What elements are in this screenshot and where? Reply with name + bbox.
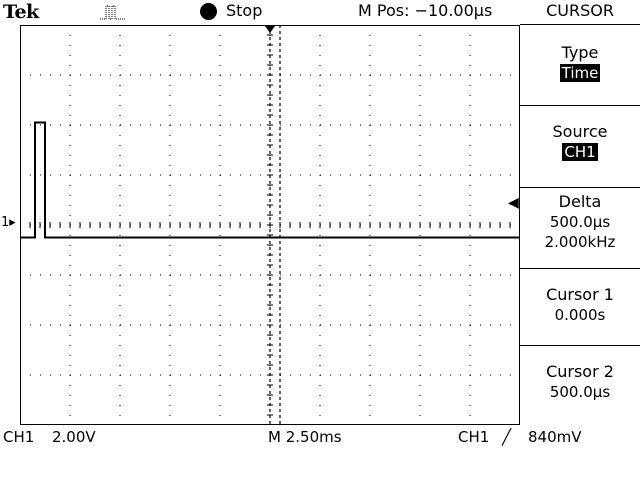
menu-source-label: Source bbox=[552, 122, 608, 141]
channel-label: CH1 bbox=[3, 428, 35, 446]
menu-type-value: Time bbox=[559, 64, 601, 82]
timebase: M 2.50ms bbox=[268, 428, 342, 446]
channel1-ground-marker: 1▸ bbox=[1, 215, 16, 230]
waveform-display bbox=[20, 25, 520, 425]
side-menu: Type Time Source CH1 Delta 500.0µs 2.000… bbox=[520, 24, 640, 426]
menu-cursor1-button[interactable]: Cursor 1 0.000s bbox=[520, 268, 640, 349]
graticule bbox=[20, 25, 520, 425]
trigger-level-marker: ◀ bbox=[508, 195, 519, 211]
menu-cursor1-value: 0.000s bbox=[554, 306, 606, 324]
brand-logo: Tek bbox=[3, 1, 39, 23]
menu-source-value: CH1 bbox=[562, 143, 598, 161]
menu-cursor1-label: Cursor 1 bbox=[546, 285, 614, 304]
menu-delta-frequency: 2.000kHz bbox=[544, 233, 616, 251]
menu-source-button[interactable]: Source CH1 bbox=[520, 105, 640, 186]
menu-cursor2-button[interactable]: Cursor 2 500.0µs bbox=[520, 345, 640, 426]
readout-bar: CH1 2.00V M 2.50ms CH1 ╱ 840mV bbox=[0, 426, 640, 446]
run-state-icon bbox=[200, 3, 217, 20]
menu-delta-label: Delta bbox=[558, 192, 602, 211]
menu-cursor2-value: 500.0µs bbox=[549, 383, 611, 401]
trigger-source: CH1 bbox=[458, 428, 490, 446]
horizontal-position: M Pos: −10.00µs bbox=[358, 1, 493, 20]
menu-title: CURSOR bbox=[546, 1, 614, 20]
trigger-slope-icon: ╱ bbox=[502, 428, 512, 446]
channel1-waveform bbox=[20, 121, 520, 239]
run-state: Stop bbox=[226, 1, 263, 20]
trigger-position-marker bbox=[265, 26, 275, 33]
menu-delta-time: 500.0µs bbox=[549, 213, 611, 231]
menu-cursor2-label: Cursor 2 bbox=[546, 362, 614, 381]
trigger-level: 840mV bbox=[528, 428, 582, 446]
status-bar: Tek Stop M Pos: −10.00µs CURSOR bbox=[0, 0, 640, 24]
menu-type-label: Type bbox=[561, 43, 599, 62]
menu-delta-readout: Delta 500.0µs 2.000kHz bbox=[520, 187, 640, 268]
volts-per-div: 2.00V bbox=[52, 428, 96, 446]
pulse-trigger-icon bbox=[100, 5, 126, 20]
menu-type-button[interactable]: Type Time bbox=[520, 24, 640, 105]
